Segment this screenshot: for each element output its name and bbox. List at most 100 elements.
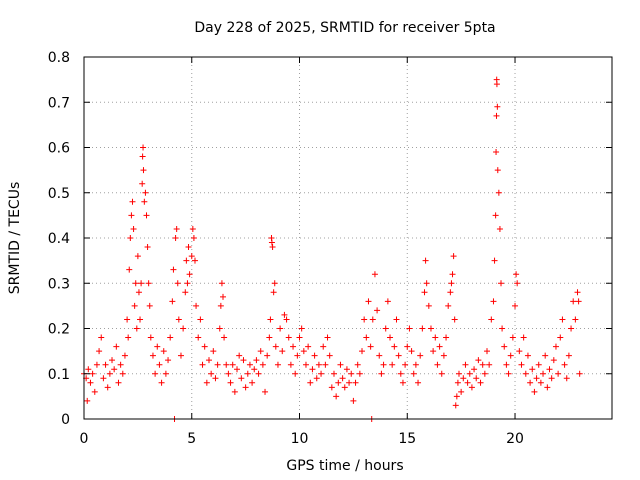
data-point-marker xyxy=(218,280,225,287)
axis-ticks: 0 0.1 0.2 0.3 0.4 0.5 0.6 0.7 0.8 0 5 10 15 20 xyxy=(48,50,612,447)
data-point-marker xyxy=(432,334,439,341)
data-point-marker xyxy=(203,379,210,386)
data-point-marker xyxy=(462,361,469,368)
data-point-marker xyxy=(274,361,281,368)
data-point-marker xyxy=(376,352,383,359)
data-point-marker xyxy=(447,289,454,296)
data-point-marker xyxy=(130,225,137,232)
data-point-marker xyxy=(333,393,340,400)
data-point-marker xyxy=(124,316,131,323)
data-point-marker xyxy=(382,325,389,332)
data-point-marker xyxy=(96,348,103,355)
data-point-marker xyxy=(450,253,457,260)
data-point-marker xyxy=(167,334,174,341)
data-point-marker xyxy=(104,384,111,391)
x-tick-label: 0 xyxy=(80,431,89,447)
data-point-marker xyxy=(451,316,458,323)
data-point-marker xyxy=(576,370,583,377)
data-point-marker xyxy=(246,361,253,368)
data-point-marker xyxy=(129,198,136,205)
data-point-marker xyxy=(143,212,150,219)
y-tick-label: 0.4 xyxy=(48,231,70,247)
y-tick-label: 0.1 xyxy=(48,367,70,383)
data-point-marker xyxy=(267,316,274,323)
data-point-marker xyxy=(493,112,500,119)
data-point-marker xyxy=(468,384,475,391)
data-point-marker xyxy=(473,375,480,382)
data-point-marker xyxy=(84,397,91,404)
data-point-marker xyxy=(496,225,503,232)
data-point-marker xyxy=(516,348,523,355)
data-point-marker xyxy=(570,298,577,305)
data-point-marker xyxy=(212,375,219,382)
data-point-marker xyxy=(531,388,538,395)
data-point-marker xyxy=(356,370,363,377)
data-point-marker xyxy=(158,379,165,386)
data-point-marker xyxy=(160,348,167,355)
x-tick-label: 10 xyxy=(291,431,309,447)
data-point-marker xyxy=(568,325,575,332)
data-point-marker xyxy=(324,334,331,341)
data-point-marker xyxy=(495,189,502,196)
data-point-marker xyxy=(188,253,195,260)
data-point-marker xyxy=(422,257,429,264)
data-point-marker xyxy=(346,379,353,386)
data-point-marker xyxy=(109,357,116,364)
data-point-marker xyxy=(328,384,335,391)
data-point-marker xyxy=(98,334,105,341)
data-point-marker xyxy=(242,384,249,391)
data-point-marker xyxy=(540,370,547,377)
data-point-marker xyxy=(507,352,514,359)
data-point-marker xyxy=(369,316,376,323)
data-point-marker xyxy=(415,379,422,386)
data-point-marker xyxy=(350,397,357,404)
data-point-marker xyxy=(251,366,258,373)
data-point-marker xyxy=(512,302,519,309)
data-point-marker xyxy=(563,375,570,382)
y-tick-label: 0.3 xyxy=(48,276,70,292)
data-point-marker xyxy=(195,334,202,341)
data-point-marker xyxy=(330,370,337,377)
data-point-marker xyxy=(231,388,238,395)
data-point-marker xyxy=(184,280,191,287)
data-point-marker xyxy=(146,302,153,309)
data-point-marker xyxy=(513,271,520,278)
data-point-marker xyxy=(300,348,307,355)
data-point-marker xyxy=(443,334,450,341)
data-point-marker xyxy=(266,334,273,341)
data-point-marker xyxy=(296,334,303,341)
data-point-marker xyxy=(318,370,325,377)
data-point-marker xyxy=(354,361,361,368)
data-point-marker xyxy=(514,280,521,287)
data-point-marker xyxy=(142,189,149,196)
y-tick-label: 0.5 xyxy=(48,186,70,202)
data-point-marker xyxy=(240,357,247,364)
data-point-marker xyxy=(454,379,461,386)
data-point-marker xyxy=(503,361,510,368)
data-point-marker xyxy=(205,357,212,364)
data-point-marker xyxy=(220,293,227,300)
data-point-marker xyxy=(565,352,572,359)
data-point-marker xyxy=(180,325,187,332)
data-point-marker xyxy=(455,370,462,377)
data-point-marker xyxy=(87,379,94,386)
data-point-marker xyxy=(154,343,161,350)
data-point-marker xyxy=(572,316,579,323)
data-point-marker xyxy=(448,280,455,287)
data-point-marker xyxy=(281,311,288,318)
data-point-marker xyxy=(544,384,551,391)
data-point-marker xyxy=(361,316,368,323)
data-point-marker xyxy=(493,149,500,156)
data-point-marker xyxy=(139,153,146,160)
data-point-marker xyxy=(244,370,251,377)
data-point-marker xyxy=(271,280,278,287)
data-point-marker xyxy=(555,370,562,377)
data-point-marker xyxy=(91,388,98,395)
data-point-marker xyxy=(214,361,221,368)
data-point-marker xyxy=(464,379,471,386)
data-point-marker xyxy=(227,379,234,386)
data-point-marker xyxy=(170,266,177,273)
data-point-marker xyxy=(387,334,394,341)
data-point-marker xyxy=(135,289,142,296)
